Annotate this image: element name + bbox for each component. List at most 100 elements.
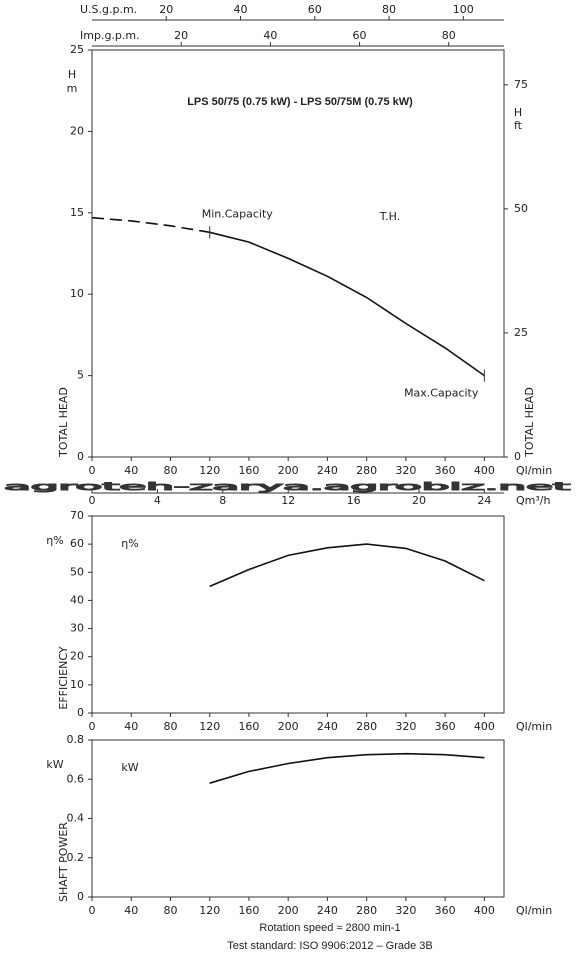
y2-tick-label: 50 [514,202,528,215]
y-tick-label: 20 [70,650,84,663]
y-tick-label: 20 [70,124,84,137]
x4-tick-label: 60 [353,29,367,42]
y-tick-label: 0.2 [67,851,85,864]
x-tick-label: 0 [89,720,96,733]
x-tick-label: 200 [278,720,299,733]
plot-frame [91,49,505,458]
x-tick-label: 360 [435,720,456,733]
x-tick-label: 400 [474,904,495,917]
y-tick-label: 40 [70,593,84,606]
x-axis-label: Ql/min [516,464,552,477]
y-tick-label: 50 [70,565,84,578]
y-tick-label: 25 [70,43,84,56]
footer-line: Test standard: ISO 9906:2012 – Grade 3B [227,940,432,952]
x2-tick-label: 4 [154,494,161,507]
x-tick-label: 280 [356,720,377,733]
x-tick-label: 40 [124,720,138,733]
x-tick-label: 240 [317,464,338,477]
y-tick-label: 0.6 [67,772,85,785]
y-tick-label: 30 [70,622,84,635]
y2-axis-label: TOTAL HEAD [523,387,536,458]
x-axis-label: Ql/min [516,904,552,917]
curve [209,752,485,784]
curve-label: kW [121,761,138,774]
y2-unit: H [514,106,522,119]
plot-frame [91,515,505,714]
y-unit: η% [46,534,63,547]
x3-tick-label: 80 [382,3,396,16]
curve-label: η% [121,537,138,550]
x-tick-label: 400 [474,464,495,477]
y-axis-label: SHAFT POWER [57,822,70,902]
plot-frame [91,739,505,898]
x-tick-label: 80 [163,904,177,917]
curve-label: T.H. [379,210,401,223]
x3-axis-label: U.S.g.p.m. [80,3,137,16]
x-tick-label: 120 [199,720,220,733]
y-tick-label: 5 [77,369,84,382]
x4-axis-label: Imp.g.p.m. [80,29,140,42]
x-tick-label: 320 [395,720,416,733]
y-tick-label: 15 [70,206,84,219]
x3-tick-label: 100 [453,3,474,16]
x3-tick-label: 20 [159,3,173,16]
watermark: agroteh-zarya.agrobiz.net [4,480,573,493]
x-tick-label: 40 [124,904,138,917]
x-tick-label: 280 [356,464,377,477]
x2-axis-label: Qm³/h [516,494,550,507]
x-tick-label: 0 [89,464,96,477]
annotation: Max.Capacity [404,387,479,400]
x-tick-label: 320 [395,904,416,917]
x-tick-label: 0 [89,904,96,917]
x-tick-label: 240 [317,904,338,917]
footer-line: Rotation speed ≈ 2800 min-1 [259,922,400,934]
y-axis-label: TOTAL HEAD [57,387,70,458]
x-tick-label: 160 [238,464,259,477]
y2-unit: ft [514,119,523,132]
curve [209,543,485,588]
x-tick-label: 400 [474,720,495,733]
y-tick-label: 10 [70,287,84,300]
x-tick-label: 360 [435,464,456,477]
y-unit: kW [46,758,63,771]
x2-tick-label: 0 [89,494,96,507]
y-tick-label: 0.8 [67,733,85,746]
chart-title: LPS 50/75 (0.75 kW) - LPS 50/75M (0.75 k… [187,96,413,108]
x-tick-label: 80 [163,464,177,477]
x-tick-label: 120 [199,464,220,477]
x-tick-label: 160 [238,720,259,733]
y-tick-label: 0.4 [67,812,85,825]
curve [209,231,485,377]
x3-tick-label: 40 [234,3,248,16]
x-tick-label: 360 [435,904,456,917]
y-unit: m [67,82,78,95]
x-tick-label: 280 [356,904,377,917]
y-tick-label: 10 [70,678,84,691]
x-tick-label: 80 [163,720,177,733]
y-tick-label: 60 [70,537,84,550]
x3-tick-label: 60 [308,3,322,16]
y-axis-label: EFFICIENCY [57,646,70,709]
y-tick-label: 0 [77,890,84,903]
x-tick-label: 320 [395,464,416,477]
annotation: Min.Capacity [202,207,274,220]
y-tick-label: 0 [77,706,84,719]
x-tick-label: 200 [278,904,299,917]
y-tick-label: 0 [77,450,84,463]
curve [91,216,210,234]
x4-tick-label: 80 [442,29,456,42]
y-tick-label: 70 [70,509,84,522]
x2-tick-label: 12 [281,494,295,507]
y2-tick-label: 25 [514,326,528,339]
x-tick-label: 240 [317,720,338,733]
y2-tick-label: 0 [514,450,521,463]
x2-tick-label: 8 [219,494,226,507]
x2-tick-label: 16 [347,494,361,507]
x4-tick-label: 40 [263,29,277,42]
x2-tick-label: 20 [412,494,426,507]
x-axis-label: Ql/min [516,720,552,733]
x2-tick-label: 24 [477,494,491,507]
x-tick-label: 40 [124,464,138,477]
x-tick-label: 120 [199,904,220,917]
